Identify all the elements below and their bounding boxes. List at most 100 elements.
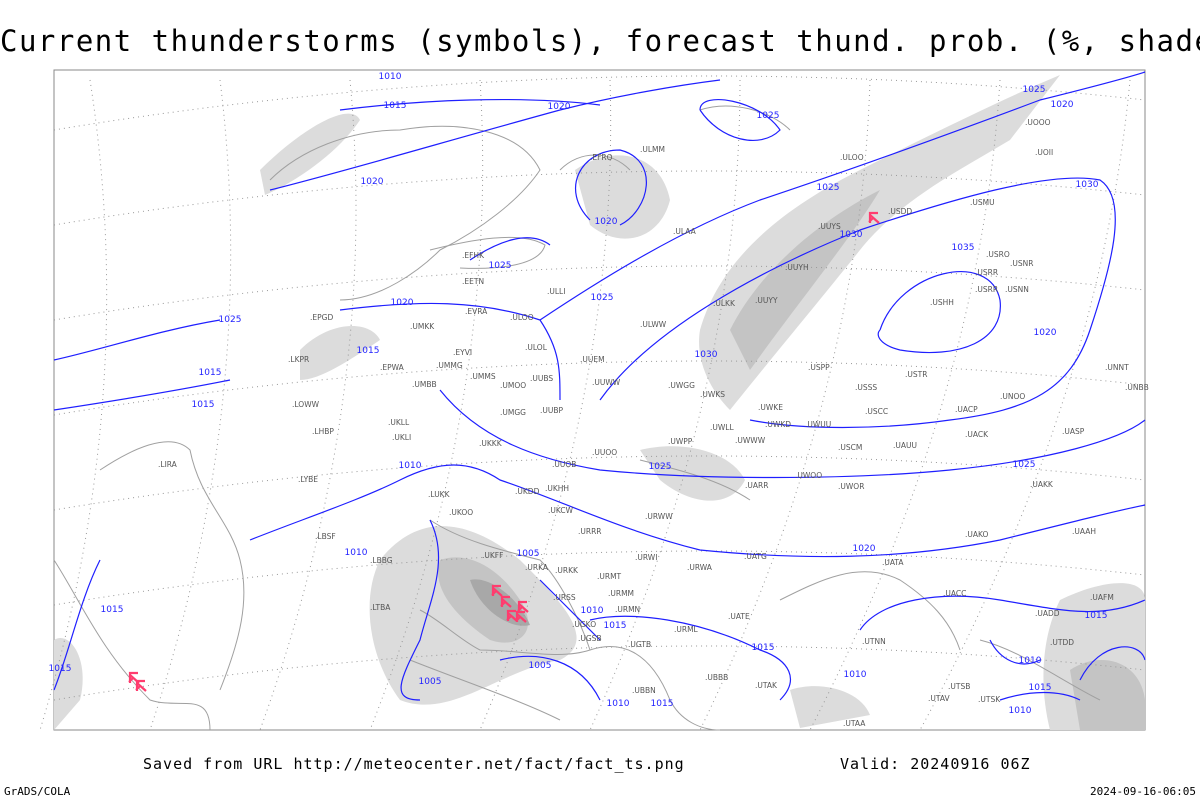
thunderstorm-symbols <box>128 211 880 692</box>
isobar-line <box>249 464 1146 558</box>
station-label: .ULWW <box>640 320 667 329</box>
station-label: .ULKK <box>713 299 736 308</box>
station-label: .UKOO <box>449 508 473 517</box>
isobar-label: 1030 <box>840 230 863 240</box>
isobar-label: 1015 <box>384 101 407 111</box>
station-label: .EPWA <box>380 363 405 372</box>
station-label: .UKHH <box>545 484 569 493</box>
station-label: .UAKO <box>965 530 989 539</box>
isobar-label: 1010 <box>1009 706 1032 716</box>
isobar-line <box>53 379 231 411</box>
station-label: .URMN <box>615 605 640 614</box>
isobar-line <box>699 99 781 141</box>
isobar-label: 1015 <box>199 368 222 378</box>
station-label: .UTDD <box>1050 638 1074 647</box>
probability-shade-area <box>54 638 83 730</box>
isobar-label: 1010 <box>1019 656 1042 666</box>
station-label: .UUBP <box>540 406 564 415</box>
isobar-label: 1010 <box>379 72 402 82</box>
isobar-line <box>469 237 551 261</box>
isobar-label: 1020 <box>853 544 876 554</box>
station-label: .UACK <box>965 430 989 439</box>
station-label: .UUEM <box>580 355 605 364</box>
isobar-line <box>400 519 440 701</box>
station-label: .UOII <box>1035 148 1053 157</box>
thunderstorm-symbol-icon <box>500 595 512 608</box>
station-label: .EYVI <box>453 348 472 357</box>
station-label: .UTAA <box>843 719 866 728</box>
station-label: .ULMM <box>640 145 665 154</box>
station-label: .UKDD <box>515 487 540 496</box>
station-label: .USSS <box>855 383 877 392</box>
probability-shade-area <box>790 686 870 728</box>
station-label: .USRR <box>975 285 998 294</box>
coastline <box>419 519 591 655</box>
station-label: .UWUU <box>805 420 831 429</box>
station-label: .ULOO <box>510 313 534 322</box>
lat-lon-grid <box>39 75 1146 731</box>
meridian-line <box>479 79 612 731</box>
coastline <box>589 646 721 731</box>
station-label: .USHH <box>930 298 954 307</box>
isobar-label: 1025 <box>591 293 614 303</box>
isobar-label: 1020 <box>361 177 384 187</box>
station-label: .UGKO <box>572 620 596 629</box>
station-label: .USCM <box>838 443 862 452</box>
coastline <box>99 441 245 691</box>
station-label: .LIRA <box>158 460 178 469</box>
station-label: .UOOO <box>1025 118 1051 127</box>
station-label: .UUYY <box>755 296 778 305</box>
station-label: .URMM <box>608 589 634 598</box>
station-label: .UMBB <box>412 380 437 389</box>
station-label: .LTBA <box>370 603 391 612</box>
meridian-line <box>589 79 741 731</box>
isobar-label: 1015 <box>101 605 124 615</box>
station-label: .UACP <box>955 405 978 414</box>
generated-timestamp: 2024-09-16-06:05 <box>1090 785 1196 798</box>
meridian-line <box>919 79 1131 731</box>
isobar-label: 1025 <box>649 462 672 472</box>
station-label: .UNBB <box>1125 383 1149 392</box>
station-label: .URRR <box>578 527 602 536</box>
isobar-line <box>539 579 601 641</box>
isobar-label: 1025 <box>1023 85 1046 95</box>
station-labels: .ULOO .UUYS .USDD .USMU .UOOO .UOII .USRO .USRR… <box>158 118 1149 728</box>
station-label: .URSS <box>553 593 576 602</box>
isobar-label: 1030 <box>695 350 718 360</box>
coastline <box>409 659 561 721</box>
station-label: .URWA <box>687 563 713 572</box>
isobar-label: 1015 <box>192 400 215 410</box>
isobars <box>53 71 1146 701</box>
isobar-label: 1015 <box>604 621 627 631</box>
isobar-label: 1015 <box>651 699 674 709</box>
isobar-label: 1005 <box>529 661 552 671</box>
isobar-label: 1025 <box>817 183 840 193</box>
isobar-label: 1020 <box>595 217 618 227</box>
station-label: .UWWW <box>735 436 766 445</box>
meridian-line <box>149 79 232 731</box>
station-label: .URWW <box>645 512 673 521</box>
station-label: .UUBS <box>530 374 553 383</box>
station-label: .UUOO <box>592 448 617 457</box>
station-label: .LOWW <box>292 400 320 409</box>
station-label: .LUKK <box>428 490 451 499</box>
isobar-labels: 1010101510201020102510201025102010251030… <box>49 72 1108 716</box>
station-label: .UATE <box>728 612 750 621</box>
station-label: .ULAA <box>673 227 697 236</box>
probability-shade-area <box>300 326 380 380</box>
isobar-line <box>53 319 221 361</box>
isobar-label: 1010 <box>581 606 604 616</box>
software-credit: GrADS/COLA <box>4 785 71 798</box>
station-label: .ULOO <box>840 153 864 162</box>
isobar-label: 1010 <box>345 548 368 558</box>
station-label: .UKKK <box>479 439 503 448</box>
station-label: .URKK <box>555 566 579 575</box>
isobar-label: 1005 <box>517 549 540 559</box>
station-label: .UNOO <box>1000 392 1025 401</box>
station-label: .USNR <box>1010 259 1033 268</box>
coastline <box>269 125 541 301</box>
isobar-line <box>859 595 1146 631</box>
station-label: .URML <box>674 625 699 634</box>
station-label: .ULOL <box>525 343 548 352</box>
